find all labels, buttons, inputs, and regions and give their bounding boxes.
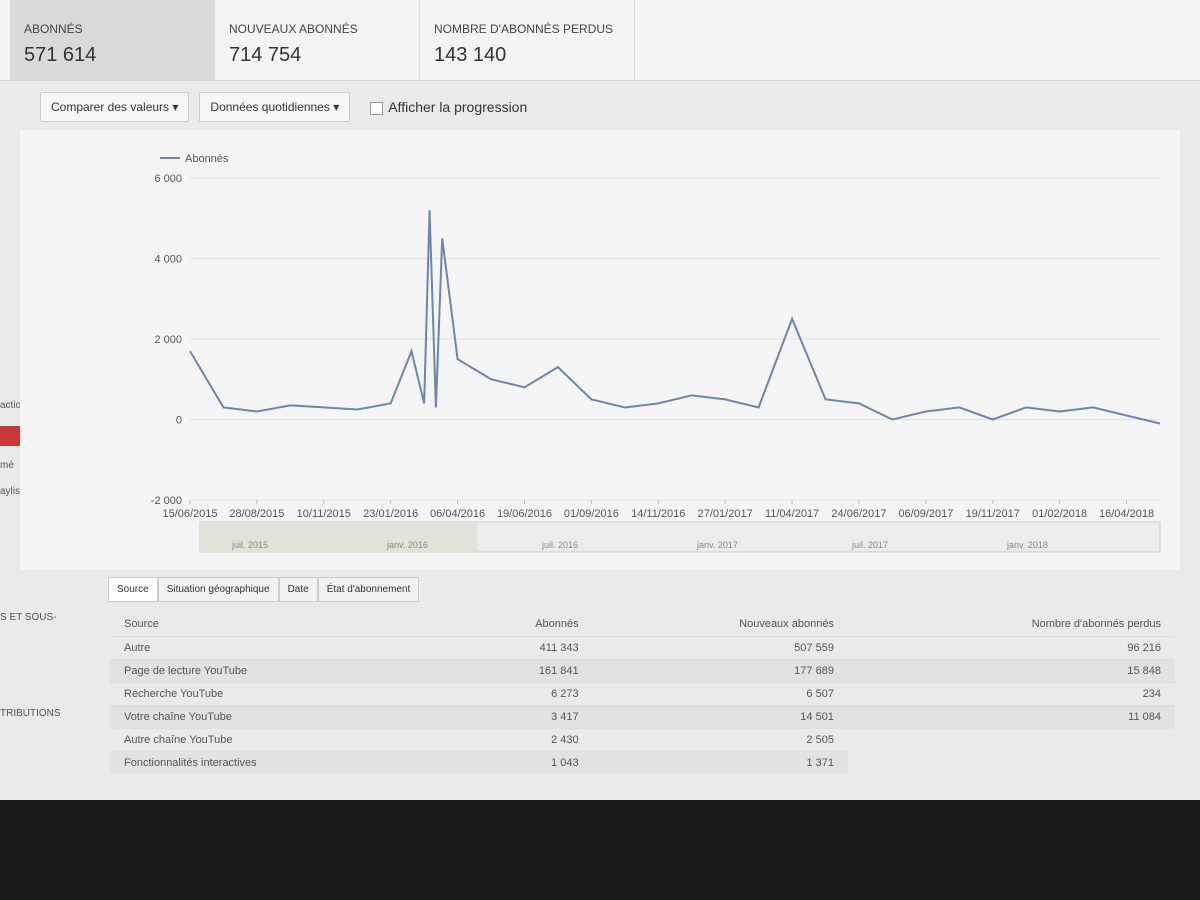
compare-button[interactable]: Comparer des valeurs	[40, 92, 190, 122]
x-tick-label: 19/11/2017	[966, 508, 1020, 520]
period-button[interactable]: Données quotidiennes	[199, 92, 351, 122]
y-tick-label: 6 000	[154, 173, 182, 185]
metric-value: 143 140	[434, 44, 507, 66]
table-cell: 507 559	[592, 636, 848, 660]
table-cell: 177 689	[592, 659, 848, 683]
navigator-label: janv. 2017	[696, 540, 738, 550]
table-cell: 234	[847, 682, 1175, 706]
table-cell: 6 507	[592, 682, 848, 706]
table-row: Page de lecture YouTube 161 841 177 689 15 …	[110, 659, 1175, 683]
table-cell: 1 043	[444, 751, 593, 774]
metric-value: 714 754	[229, 44, 302, 66]
x-tick-label: 06/04/2016	[430, 508, 485, 520]
x-tick-label: 27/01/2017	[698, 508, 753, 520]
navigator-label: janv. 2016	[386, 540, 428, 550]
table-cell: Autre	[110, 636, 445, 660]
metric-value: 571 614	[24, 44, 97, 66]
plot-background	[20, 130, 1180, 570]
table-cell: 6 273	[444, 682, 593, 706]
x-tick-label: 11/04/2017	[765, 508, 819, 520]
table-cell: 3 417	[444, 705, 593, 729]
table-cell: 96 216	[847, 636, 1175, 660]
y-tick-label: 4 000	[154, 254, 182, 266]
table-header: Source Abonnés Nouveaux abonnés Nombre d'ab…	[110, 612, 1175, 637]
table-cell: Autre chaîne YouTube	[110, 728, 445, 752]
tab[interactable]: État d'abonnement	[317, 577, 420, 602]
x-tick-label: 24/06/2017	[831, 508, 886, 520]
metrics-bar: ABONNÉS 571 614 NOUVEAUX ABONNÉS 714 754 N…	[0, 0, 1200, 81]
navigator-label: janv. 2018	[1006, 540, 1048, 550]
checkbox[interactable]	[370, 102, 384, 116]
table-cell: 411 343	[444, 636, 593, 660]
tab[interactable]: Source	[108, 577, 158, 602]
table-row: Recherche YouTube 6 273 6 507 234	[110, 682, 1175, 706]
table-cell: Recherche YouTube	[110, 682, 445, 706]
table-row: Autre 411 343 507 559 96 216	[110, 636, 1175, 660]
metric-card[interactable]: ABONNÉS 571 614	[10, 0, 215, 80]
progress-label: Afficher la progression	[388, 98, 528, 115]
screen-bezel	[0, 800, 1200, 900]
tabs: Source Situation géographique Date État …	[108, 577, 420, 602]
toolbar: Comparer des valeurs Données quotidienne…	[40, 92, 527, 122]
navigator-label: juil. 2016	[541, 540, 578, 550]
table-row: Autre chaîne YouTube 2 430 2 505	[110, 728, 1175, 752]
metric-card[interactable]: NOMBRE D'ABONNÉS PERDUS 143 140	[420, 0, 635, 80]
metric-label: NOMBRE D'ABONNÉS PERDUS	[434, 22, 613, 36]
column-header: Nouveaux abonnés	[739, 618, 834, 630]
x-tick-label: 15/06/2015	[162, 508, 217, 520]
data-line	[189, 210, 1161, 425]
table-row: Fonctionnalités interactives 1 043 1 371	[110, 751, 1175, 774]
table-cell: 14 501	[592, 705, 848, 729]
table-cell: 2 505	[592, 728, 848, 752]
y-tick-label: 0	[176, 415, 182, 427]
data-table: Source Abonnés Nouveaux abonnés Nombre d'ab…	[110, 612, 1175, 774]
table-cell: 2 430	[444, 728, 593, 752]
navigator-window	[200, 522, 477, 552]
y-tick-label: -2 000	[151, 495, 182, 507]
x-tick-label: 06/09/2017	[898, 508, 953, 520]
tab[interactable]: Date	[278, 577, 318, 602]
table-cell: Page de lecture YouTube	[110, 659, 445, 683]
x-tick-label: 10/11/2015	[297, 508, 351, 520]
table-cell: 1 371	[592, 751, 848, 774]
column-header: Source	[124, 618, 159, 630]
x-tick-label: 23/01/2016	[363, 508, 418, 520]
x-tick-label: 01/02/2018	[1032, 508, 1087, 520]
tab[interactable]: Situation géographique	[157, 577, 279, 602]
column-header: Nombre d'abonnés perdus	[1031, 618, 1161, 630]
table-row: Votre chaîne YouTube 3 417 14 501 11 084	[110, 705, 1175, 729]
table-cell: 11 084	[847, 705, 1175, 729]
navigator-label: juil. 2017	[851, 540, 888, 550]
table-cell: 161 841	[444, 659, 593, 683]
sidebar-item[interactable]: TRIBUTIONS	[0, 708, 61, 719]
table-cell: Fonctionnalités interactives	[110, 751, 445, 774]
sidebar-item[interactable]: mé	[0, 460, 14, 471]
x-tick-label: 01/09/2016	[564, 508, 619, 520]
metric-label: NOUVEAUX ABONNÉS	[229, 22, 358, 36]
sidebar-item[interactable]: S ET SOUS-	[0, 612, 57, 623]
navigator-label: juil. 2015	[231, 540, 268, 550]
chart: -2 000 0 2 000 4 000 6 000 15/06/2015 28/08/20…	[20, 130, 1180, 570]
x-tick-label: 14/11/2016	[631, 508, 685, 520]
table-cell: Votre chaîne YouTube	[110, 705, 445, 729]
x-tick-label: 19/06/2016	[497, 508, 552, 520]
progress-toggle[interactable]: Afficher la progression	[360, 98, 528, 116]
x-tick-label: 16/04/2018	[1099, 508, 1154, 520]
sidebar-item[interactable]: aylists	[0, 486, 28, 497]
table-cell: 15 848	[847, 659, 1175, 683]
metric-label: ABONNÉS	[24, 22, 83, 36]
column-header: Abonnés	[535, 618, 579, 630]
sidebar-item[interactable]: actions	[0, 400, 32, 411]
metric-card[interactable]: NOUVEAUX ABONNÉS 714 754	[215, 0, 420, 80]
x-tick-label: 28/08/2015	[229, 508, 284, 520]
y-tick-label: 2 000	[154, 334, 182, 346]
legend-label: Abonnés	[185, 153, 229, 165]
